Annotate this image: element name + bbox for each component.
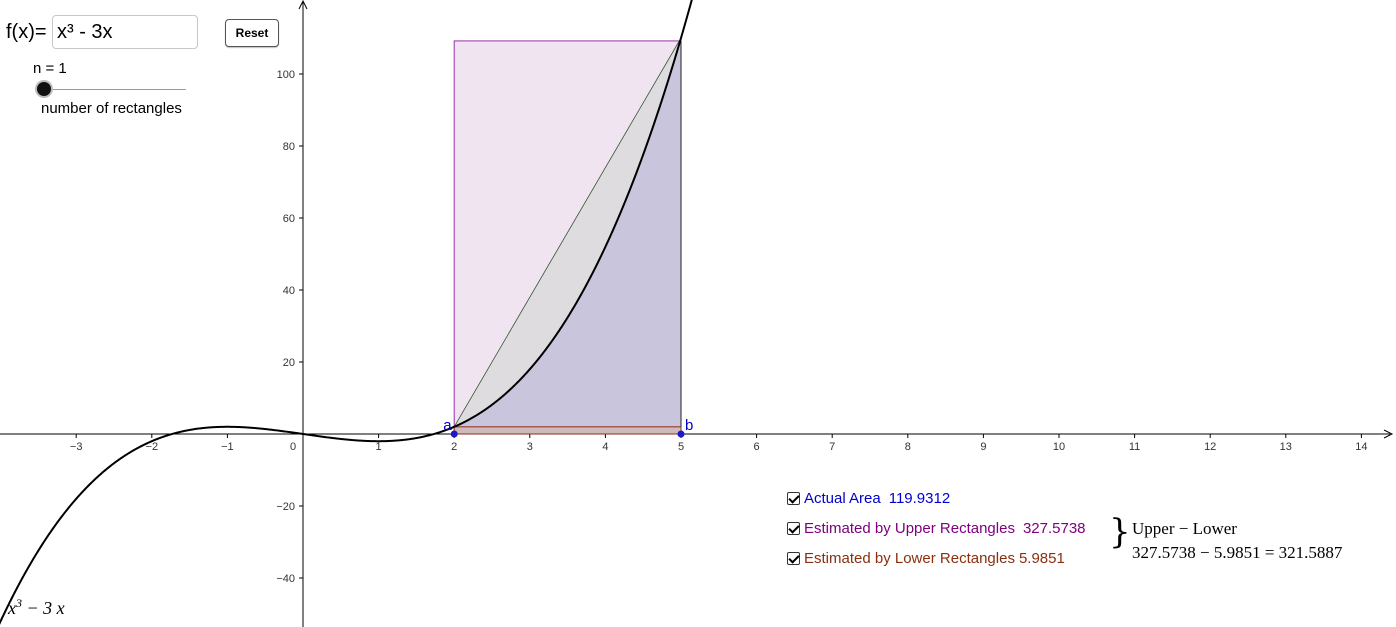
actual-area-checkbox[interactable] (787, 491, 800, 505)
slider-handle[interactable] (37, 82, 51, 96)
x-tick-label: 8 (905, 441, 911, 453)
y-tick-label: 100 (277, 69, 295, 81)
x-tick-label: 2 (451, 441, 457, 453)
actual-area-value: 119.9312 (888, 489, 951, 507)
y-tick-label: 80 (283, 141, 295, 153)
x-tick-label: 12 (1204, 441, 1216, 453)
axis-labels: −3 −2 −1 0 1 2 3 4 5 6 7 8 9 10 11 12 13 1410080604020−20… (70, 69, 1368, 585)
upper-rectangles-checkbox[interactable] (787, 521, 800, 535)
function-caption-base: x (8, 598, 16, 618)
slider-track[interactable] (42, 89, 186, 90)
secant-line (453, 37, 682, 428)
slider-caption: number of rectangles (41, 100, 182, 117)
function-curve (0, 0, 693, 625)
x-tick-label: 0 (290, 441, 296, 453)
difference-title: Upper − Lower (1132, 519, 1237, 538)
difference-brace: } (1109, 512, 1131, 552)
x-tick-label: 1 (376, 441, 382, 453)
function-caption-exp: 3 (16, 596, 22, 610)
y-tick-label: 60 (283, 213, 295, 225)
upper-rectangles-label: Estimated by Upper Rectangles (804, 519, 1015, 537)
riemann-shapes (453, 37, 682, 435)
function-caption-rest: − 3 x (26, 598, 65, 618)
point-a (450, 430, 458, 438)
function-label: f(x)= (6, 21, 47, 43)
x-tick-label: 13 (1280, 441, 1292, 453)
actual-area-label: Actual Area (804, 489, 881, 507)
x-tick-label: 11 (1129, 441, 1140, 453)
x-tick-label: 10 (1053, 441, 1065, 453)
curve-group (0, 0, 693, 625)
x-tick-label: −1 (221, 441, 234, 453)
y-tick-label: −40 (276, 573, 295, 585)
function-input[interactable] (52, 15, 198, 49)
difference-expression: 327.5738 − 5.9851 = 321.5887 (1132, 543, 1343, 562)
area-under-curve (454, 38, 681, 434)
x-axis-arrow (1383, 429, 1394, 439)
x-tick-label: 7 (829, 441, 835, 453)
x-tick-label: 5 (678, 441, 684, 453)
slider-value-label: n = 1 (33, 60, 67, 77)
actual-area-row[interactable]: Actual Area 119.9312 (787, 488, 950, 508)
upper-rectangles-row[interactable]: Estimated by Upper Rectangles 327.5738 (787, 518, 1086, 538)
upper-rectangles-value: 327.5738 (1022, 519, 1086, 537)
x-tick-label: 9 (980, 441, 986, 453)
point-b-label: b (685, 417, 693, 434)
point-b (677, 430, 685, 438)
x-tick-label: 4 (602, 441, 608, 453)
point-a-label: a (443, 417, 452, 434)
x-tick-label: −2 (146, 441, 159, 453)
reset-button[interactable]: Reset (225, 19, 279, 47)
lower-rectangles-label: Estimated by Lower Rectangles (804, 549, 1015, 567)
lower-rectangles-checkbox[interactable] (787, 551, 800, 565)
x-tick-label: 3 (527, 441, 533, 453)
lower-rectangles-row[interactable]: Estimated by Lower Rectangles 5.9851 (787, 548, 1065, 568)
x-tick-label: 14 (1355, 441, 1367, 453)
y-tick-label: 40 (283, 285, 295, 297)
lower-rectangle (453, 426, 682, 435)
y-axis-arrow (298, 0, 308, 10)
function-caption: x3 − 3 x (8, 596, 65, 619)
x-tick-label: −3 (70, 441, 83, 453)
y-tick-label: 20 (283, 357, 295, 369)
lower-rectangles-value: 5.9851 (1018, 549, 1065, 567)
y-tick-label: −20 (276, 501, 295, 513)
x-tick-label: 6 (754, 441, 760, 453)
